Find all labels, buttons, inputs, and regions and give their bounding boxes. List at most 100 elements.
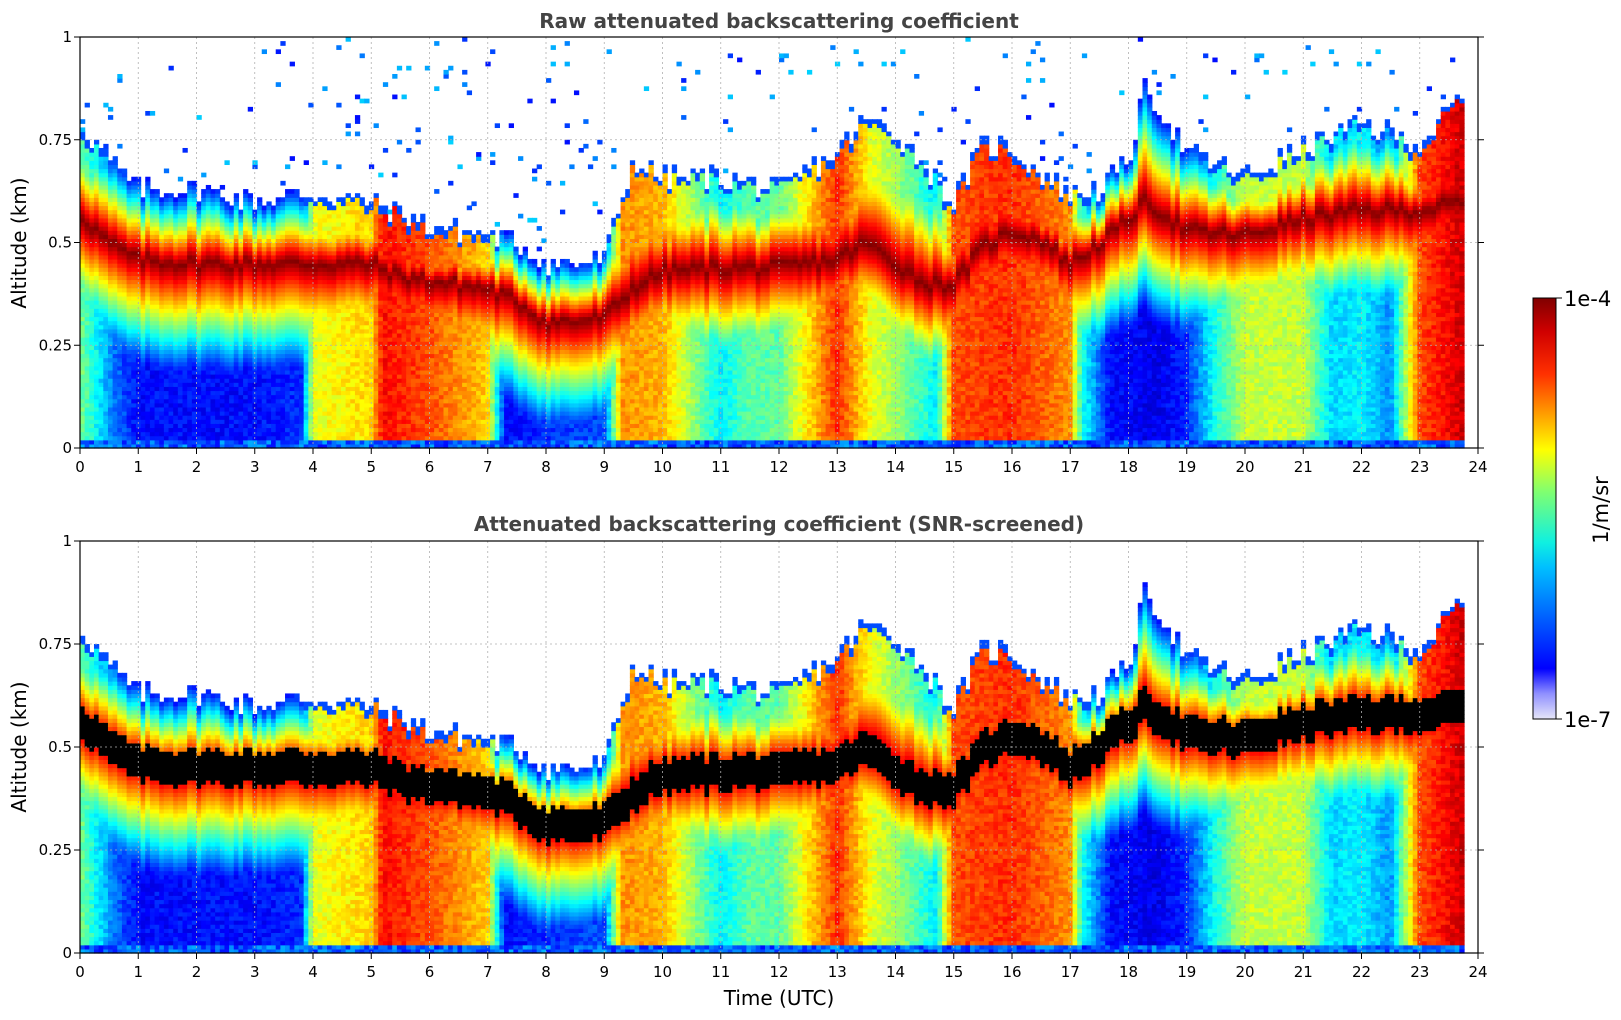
heatmap-cell (220, 300, 225, 305)
heatmap-cell (206, 185, 211, 190)
heatmap-cell (374, 251, 379, 256)
heatmap-cell (294, 284, 299, 289)
heatmap-cell (346, 403, 351, 408)
heatmap-cell (299, 222, 304, 227)
heatmap-cell (99, 160, 104, 165)
heatmap-cell (420, 234, 425, 239)
heatmap-cell (290, 436, 295, 441)
heatmap-cell (313, 378, 318, 383)
heatmap-cell (131, 353, 136, 358)
heatmap-cell (336, 279, 341, 284)
heatmap-cell (155, 353, 160, 358)
heatmap-cell (336, 255, 341, 260)
heatmap-cell (341, 399, 346, 404)
heatmap-cell (159, 321, 164, 326)
heatmap-cell (350, 197, 355, 202)
heatmap-cell (206, 329, 211, 334)
heatmap-cell (276, 275, 281, 280)
heatmap-cell (183, 243, 188, 248)
heatmap-cell (406, 427, 411, 432)
heatmap-cell (406, 312, 411, 317)
heatmap-cell (336, 243, 341, 248)
heatmap-cell (406, 271, 411, 276)
heatmap-cell (318, 210, 323, 215)
heatmap-cell (276, 423, 281, 428)
heatmap-cell (383, 349, 388, 354)
heatmap-cell (406, 353, 411, 358)
heatmap-cell (336, 399, 341, 404)
heatmap-cell (364, 226, 369, 231)
heatmap-cell (439, 284, 444, 289)
heatmap-cell (117, 251, 122, 256)
heatmap-cell (360, 325, 365, 330)
heatmap-cell (434, 259, 439, 264)
heatmap-cell (318, 226, 323, 231)
heatmap-cell (150, 370, 155, 375)
heatmap-cell (392, 267, 397, 272)
heatmap-cell (169, 230, 174, 235)
heatmap-cell (430, 427, 435, 432)
heatmap-cell (127, 366, 132, 371)
heatmap-cell (304, 288, 309, 293)
heatmap-cell (85, 197, 90, 202)
heatmap-cell (94, 415, 99, 420)
heatmap-cell (266, 399, 271, 404)
heatmap-cell (187, 193, 192, 198)
heatmap-cell (430, 395, 435, 400)
heatmap-cell (183, 415, 188, 420)
heatmap-cell (383, 275, 388, 280)
heatmap-cell (243, 403, 248, 408)
heatmap-cell (89, 415, 94, 420)
heatmap-cell (294, 432, 299, 437)
heatmap-cell (183, 399, 188, 404)
heatmap-cell (173, 267, 178, 272)
heatmap-cell (187, 247, 192, 252)
heatmap-cell (108, 329, 113, 334)
heatmap-cell (355, 292, 360, 297)
heatmap-cell (206, 407, 211, 412)
heatmap-cell (220, 390, 225, 395)
heatmap-cell (299, 271, 304, 276)
heatmap-cell (220, 395, 225, 400)
heatmap-cell (94, 370, 99, 375)
heatmap-cell (197, 419, 202, 424)
heatmap-cell (280, 230, 285, 235)
heatmap-cell (388, 337, 393, 342)
heatmap-cell (434, 300, 439, 305)
heatmap-cell (80, 353, 85, 358)
heatmap-cell (280, 353, 285, 358)
heatmap-cell (206, 222, 211, 227)
heatmap-cell (113, 415, 118, 420)
heatmap-cell (332, 234, 337, 239)
heatmap-cell (99, 222, 104, 227)
heatmap-cell (220, 243, 225, 248)
heatmap-cell (103, 206, 108, 211)
heatmap-cell (257, 333, 262, 338)
heatmap-cell (350, 378, 355, 383)
heatmap-cell (145, 378, 150, 383)
heatmap-cell (318, 214, 323, 219)
heatmap-cell (350, 345, 355, 350)
heatmap-cell (108, 419, 113, 424)
heatmap-cell (187, 374, 192, 379)
heatmap-cell (276, 337, 281, 342)
heatmap-cell (150, 243, 155, 248)
heatmap-cell (430, 366, 435, 371)
heatmap-cell (103, 329, 108, 334)
heatmap-cell (304, 222, 309, 227)
heatmap-cell (327, 321, 332, 326)
heatmap-cell (304, 353, 309, 358)
heatmap-cell (392, 374, 397, 379)
heatmap-cell (108, 259, 113, 264)
heatmap-cell (173, 321, 178, 326)
heatmap-cell (430, 292, 435, 297)
heatmap-cell (443, 432, 448, 437)
heatmap-cell (122, 230, 127, 235)
heatmap-cell (141, 362, 146, 367)
heatmap-cell (210, 230, 215, 235)
heatmap-cell (197, 353, 202, 358)
heatmap-cell (313, 292, 318, 297)
heatmap-cell (313, 366, 318, 371)
heatmap-cell (183, 300, 188, 305)
heatmap-cell (164, 284, 169, 289)
